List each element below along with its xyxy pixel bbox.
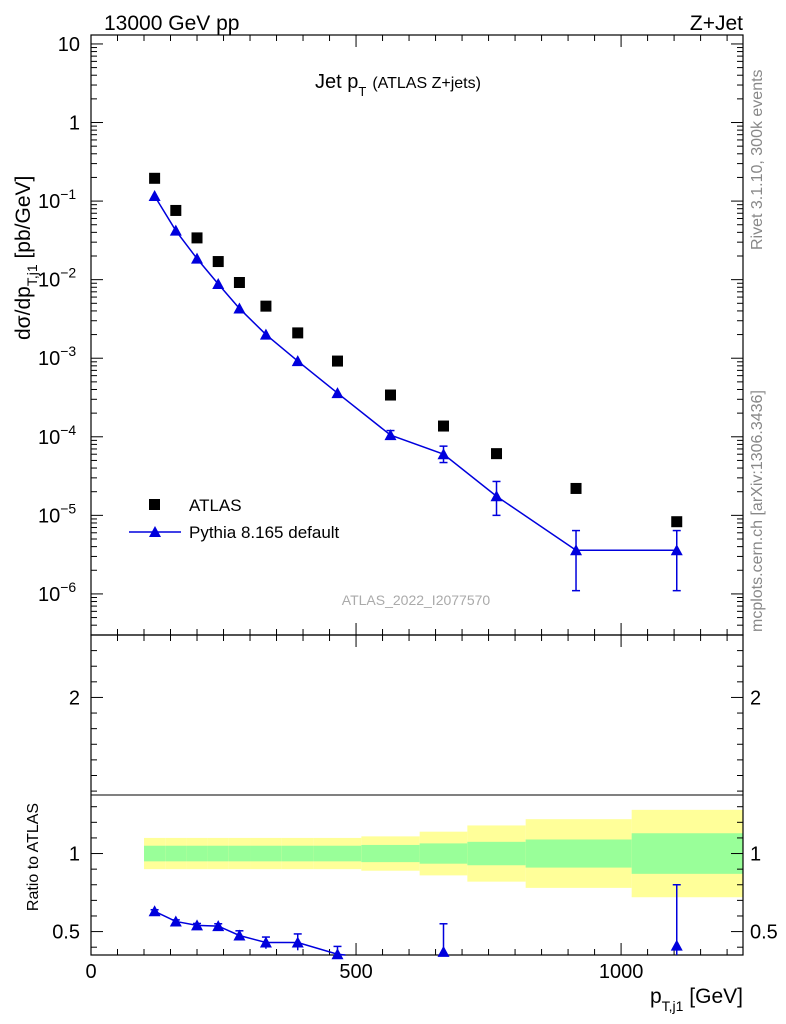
legend-pythia-marker [149, 526, 161, 537]
legend-pythia-label: Pythia 8.165 default [189, 523, 340, 542]
pythia-ratio-point [148, 905, 161, 917]
band-inner [165, 845, 187, 862]
main-y-tick-labels: 10 1 10−1 10−2 10−3 10−4 10−5 10−6 [38, 34, 80, 606]
atlas-point [149, 172, 161, 184]
pythia-ratio-point [259, 936, 272, 948]
pythia-ratio-point [233, 929, 246, 941]
x-tick-labels: 0 500 1000 [85, 961, 643, 983]
pythia-point [259, 328, 272, 340]
axis-ticks [90, 35, 743, 955]
band-inner [281, 845, 314, 862]
side-mcplots-label: mcplots.cern.ch [arXiv:1306.3436] [749, 390, 766, 632]
pythia-ratio-point [169, 915, 182, 927]
atlas-point [191, 232, 203, 244]
ratio-y-tick-labels: 2 2 1 1 0.5 0.5 [52, 687, 778, 943]
ratio-y-tick-label-left: 0.5 [52, 922, 80, 944]
pythia-series [148, 190, 683, 592]
ratio-panel-frame [90, 634, 744, 956]
plot-title-sub: T [358, 84, 366, 99]
main-y-tick-label: 10−5 [38, 500, 76, 527]
band-inner [467, 841, 526, 866]
pythia-point [212, 278, 225, 290]
main-y-tick-label: 10−3 [38, 343, 76, 370]
atlas-point [491, 448, 503, 460]
legend-atlas-label: ATLAS [189, 496, 242, 515]
header-right: Z+Jet [690, 12, 743, 35]
band-inner [207, 845, 229, 862]
x-tick-label: 1000 [599, 961, 644, 983]
band-inner [228, 845, 251, 862]
atlas-point [212, 256, 224, 268]
ratio-y-tick-label-right: 0.5 [750, 922, 778, 944]
atlas-point [331, 355, 343, 367]
main-panel-frame [90, 34, 744, 636]
pythia-ratio-point [191, 919, 204, 931]
ratio-ylabel: Ratio to ATLAS [25, 803, 42, 911]
side-rivet-label: Rivet 3.1.10, 300k events [749, 69, 766, 250]
main-y-tick-label: 10 [58, 34, 80, 56]
ratio-y-tick-label-right: 2 [750, 687, 761, 709]
x-axis-label: pT,j1 [GeV] [650, 985, 743, 1014]
pythia-point [191, 252, 204, 264]
band-inner [313, 845, 362, 862]
band-inner [631, 833, 743, 874]
plot-title-main: Jet p [315, 71, 358, 93]
band-inner [361, 844, 420, 863]
plot-title-extra: (ATLAS Z+jets) [372, 75, 481, 92]
atlas-series [149, 172, 683, 528]
pythia-point [331, 387, 344, 399]
pythia-point [490, 490, 503, 502]
pythia-point [148, 190, 161, 202]
header-left: 13000 GeV pp [104, 12, 239, 35]
atlas-point [233, 276, 245, 288]
legend: ATLAS Pythia 8.165 default [129, 496, 340, 542]
main-ylabel: dσ/dpT,j1 [pb/GeV] [12, 176, 40, 340]
uncertainty-bands [144, 809, 743, 898]
pythia-ratio-point [670, 939, 683, 951]
pythia-point [233, 302, 246, 314]
x-tick-label: 500 [339, 961, 372, 983]
pythia-ratio-point [331, 948, 344, 960]
analysis-id: ATLAS_2022_I2077570 [342, 592, 491, 608]
pythia-point [291, 355, 304, 367]
pythia-point [169, 224, 182, 236]
main-y-tick-label: 10−6 [38, 579, 76, 606]
legend-atlas-marker [149, 499, 160, 510]
pythia-point [570, 544, 583, 556]
pythia-ratio-line [154, 910, 346, 956]
pythia-ratio-series [148, 884, 683, 960]
ratio-y-tick-label-right: 1 [750, 844, 761, 866]
main-y-tick-label: 10−4 [38, 422, 76, 449]
pythia-ratio-point [437, 945, 450, 957]
atlas-point [170, 204, 182, 216]
band-inner [250, 845, 282, 862]
band-inner [186, 845, 208, 862]
plot-title: Jet pT (ATLAS Z+jets) [315, 71, 481, 99]
pythia-point [670, 544, 683, 556]
ratio-y-tick-label-left: 2 [69, 687, 80, 709]
atlas-point [671, 516, 683, 528]
x-tick-label: 0 [85, 961, 96, 983]
atlas-point [292, 327, 304, 339]
main-y-tick-label: 10−2 [38, 265, 76, 292]
pythia-ratio-point [212, 920, 225, 932]
atlas-point [438, 420, 450, 432]
ratio-y-tick-label-left: 1 [69, 844, 80, 866]
pythia-point [384, 429, 397, 441]
main-y-tick-label: 1 [69, 113, 80, 135]
pythia-ratio-point [291, 936, 304, 948]
atlas-point [384, 389, 396, 401]
band-inner [525, 839, 632, 868]
pythia-point [437, 448, 450, 460]
main-y-tick-label: 10−1 [38, 186, 76, 213]
band-inner [419, 843, 468, 864]
band-inner [144, 845, 166, 862]
atlas-point [570, 482, 582, 494]
atlas-point [260, 300, 272, 312]
